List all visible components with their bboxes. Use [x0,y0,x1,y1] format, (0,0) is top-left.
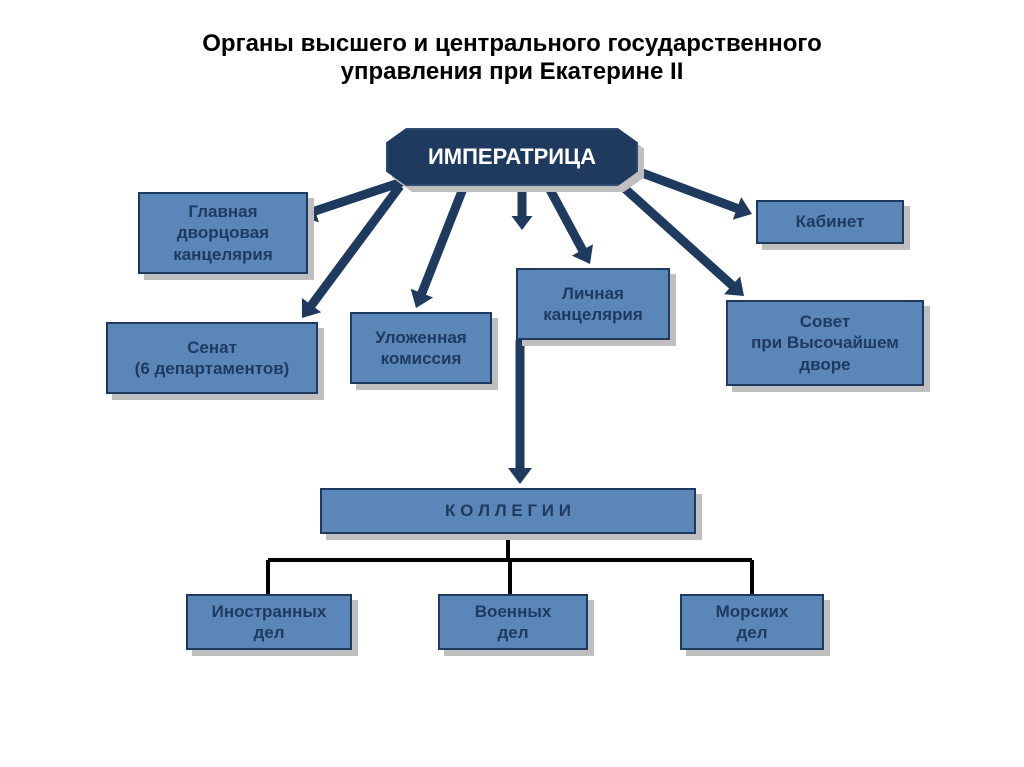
node-label: ИМПЕРАТРИЦА [428,143,596,171]
node-collegia: К О Л Л Е Г И И [320,488,696,534]
node-naval: Морских дел [680,594,824,650]
node-label: Совет при Высочайшем дворе [751,311,899,375]
node-label: К О Л Л Е Г И И [445,500,571,521]
node-cabinet: Кабинет [756,200,904,244]
node-label: Личная канцелярия [543,283,643,326]
node-foreign: Иностранных дел [186,594,352,650]
node-label: Уложенная комиссия [375,327,466,370]
node-root: ИМПЕРАТРИЦА [386,128,638,186]
node-label: Морских дел [716,601,789,644]
node-senate: Сенат (6 департаментов) [106,322,318,394]
node-label: Сенат (6 департаментов) [135,337,290,380]
node-personal_chancellery: Личная канцелярия [516,268,670,340]
node-council: Совет при Высочайшем дворе [726,300,924,386]
node-label: Иностранных дел [212,601,327,644]
node-commission: Уложенная комиссия [350,312,492,384]
node-palace_chancellery: Главная дворцовая канцелярия [138,192,308,274]
node-label: Главная дворцовая канцелярия [173,201,273,265]
node-label: Кабинет [796,211,865,232]
node-military: Военных дел [438,594,588,650]
node-label: Военных дел [475,601,552,644]
